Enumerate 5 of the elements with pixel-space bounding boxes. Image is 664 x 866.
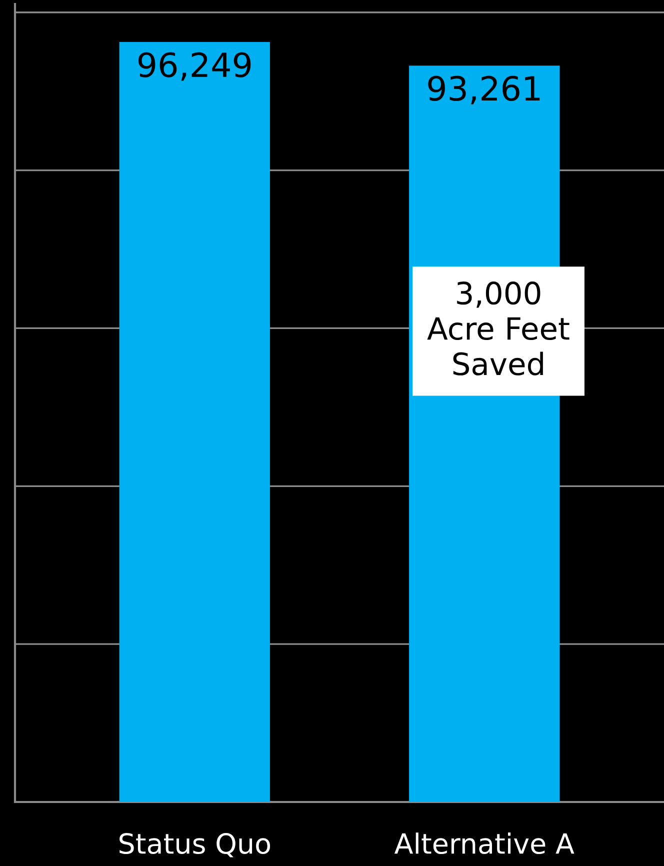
x-tick-label: Status Quo: [120, 833, 270, 858]
x-tick-label: Alternative A: [394, 832, 574, 854]
data-label: 93,261: [428, 76, 540, 104]
data-label: 96,249: [138, 52, 251, 81]
annotation: 3,000 Acre Feet Saved: [427, 282, 570, 376]
